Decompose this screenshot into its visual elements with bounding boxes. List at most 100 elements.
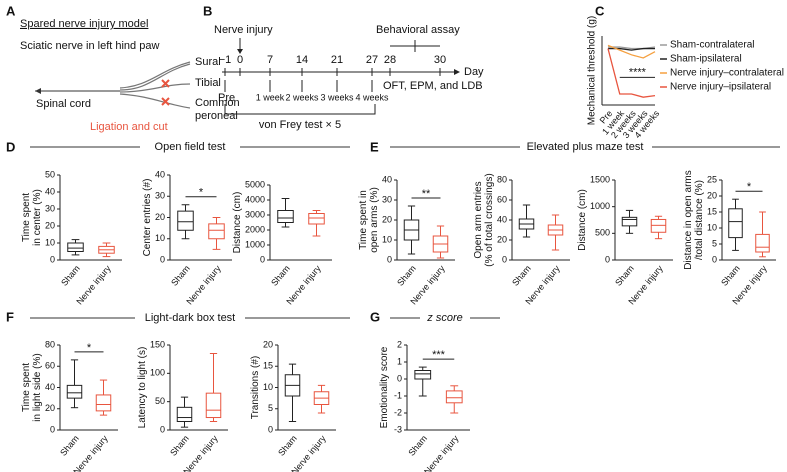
lesion-mark: [161, 79, 170, 106]
y-tick-label: 0: [397, 373, 402, 383]
session-label: 2 weeks: [285, 92, 319, 102]
box: [67, 242, 84, 252]
lesion-label: Ligation and cut: [90, 121, 168, 133]
y-axis-label: in light side (%): [32, 353, 43, 421]
y-tick-label: 150: [150, 339, 165, 349]
y-axis-label: Distance in open arms: [683, 170, 694, 270]
y-tick-label: -3: [394, 424, 402, 434]
y-axis-label: Distance (cm): [232, 192, 243, 254]
section-headers: Open field test Elevated plus maze test …: [30, 141, 780, 324]
y-tick-label: 40: [45, 382, 55, 392]
day-label: 30: [434, 54, 446, 66]
y-tick-label: 60: [497, 194, 507, 204]
von-frey-label: von Frey test × 5: [259, 119, 341, 131]
y-axis-label: /total distance (%): [694, 180, 705, 260]
y-tick-label: 30: [45, 203, 55, 213]
section-title: Elevated plus maze test: [527, 141, 644, 153]
y-tick-label: 15: [707, 206, 717, 216]
y-tick-label: 0: [50, 424, 55, 434]
y-tick-label: 1: [397, 356, 402, 366]
arrow-head: [35, 88, 41, 94]
y-tick-label: 0: [160, 254, 165, 264]
y-axis-label: (% of total crossings): [484, 173, 495, 266]
day-label: 28: [384, 54, 396, 66]
significance-label: *: [747, 181, 752, 193]
y-axis-label: open arms (%): [369, 187, 380, 253]
y-axis-label: Time spent: [21, 193, 32, 242]
legend-label: Nerve injury–contralateral: [670, 68, 784, 79]
y-tick-label: 25: [707, 174, 717, 184]
y-tick-label: 4000: [245, 194, 265, 204]
y-tick-label: 500: [595, 228, 610, 238]
x-tick-label: Sham: [168, 433, 191, 457]
significance-label: **: [422, 188, 431, 200]
box: [650, 218, 667, 233]
session-label: 4 weeks: [355, 92, 389, 102]
tests-label: OFT, EPM, and LDB: [383, 80, 483, 92]
box: [755, 233, 770, 253]
session-bracket: [224, 104, 376, 115]
box: [308, 213, 325, 225]
box: [208, 223, 225, 240]
nerve-label: Common: [195, 97, 240, 109]
y-axis-label: Time spent: [21, 363, 32, 412]
y-tick-label: 20: [497, 234, 507, 244]
nerve-label: Tibial: [195, 77, 221, 89]
y-tick-label: 20: [263, 339, 273, 349]
y-tick-label: 0: [50, 254, 55, 264]
axis-label: Day: [464, 66, 484, 78]
box: [66, 384, 83, 399]
timeline-tick: [224, 68, 441, 76]
panel-label: A: [6, 3, 16, 18]
y-tick-label: -1: [394, 390, 402, 400]
y-axis-label: Distance (cm): [577, 189, 588, 251]
x-tick-label: Sham: [59, 263, 82, 287]
box: [414, 370, 432, 380]
y-axis-label: Transitions (#): [250, 356, 261, 420]
significance-label: ***: [432, 349, 446, 361]
legend-label: Sham-contralateral: [670, 40, 754, 51]
x-tick-label: Sham: [510, 263, 533, 287]
x-tick-label: Sham: [719, 263, 742, 287]
panel-label: D: [6, 139, 15, 154]
box: [95, 394, 112, 412]
y-tick-label: 2: [397, 339, 402, 349]
section-title: z score: [426, 312, 462, 324]
y-tick-label: 30: [155, 191, 165, 201]
y-tick-label: 10: [155, 233, 165, 243]
nerve-branches: [119, 61, 191, 109]
diagram-subtitle: Sciatic nerve in left hind paw: [20, 40, 159, 52]
day-label: 0: [237, 54, 243, 66]
session-label: 3 weeks: [320, 92, 354, 102]
panel-label: E: [370, 139, 379, 154]
y-tick-label: 3000: [245, 209, 265, 219]
y-tick-label: 0: [502, 254, 507, 264]
y-tick-label: 40: [497, 214, 507, 224]
y-tick-label: 20: [45, 403, 55, 413]
y-tick-label: 0: [260, 254, 265, 264]
diagram-title: Spared nerve injury model: [20, 18, 148, 30]
y-tick-label: 100: [150, 368, 165, 378]
timeline: Nerve injury Behavioral assay −1 0 7 14 …: [214, 24, 484, 131]
spinal-label: Spinal cord: [36, 98, 91, 110]
y-tick-label: 40: [155, 169, 165, 179]
series-line: [607, 48, 656, 98]
y-tick-label: 20: [155, 212, 165, 222]
series-line: [607, 44, 656, 59]
day-label: 14: [296, 54, 308, 66]
box: [621, 216, 638, 227]
y-tick-label: 0: [605, 254, 610, 264]
y-tick-label: 10: [382, 234, 392, 244]
y-tick-label: -2: [394, 407, 402, 417]
y-tick-label: 80: [45, 339, 55, 349]
x-tick-label: Sham: [58, 433, 81, 457]
day-label: 27: [366, 54, 378, 66]
y-tick-label: 15: [263, 361, 273, 371]
significance-label: *: [199, 187, 204, 199]
y-tick-label: 5000: [245, 179, 265, 189]
y-tick-label: 20: [45, 220, 55, 230]
session-arrow: [224, 80, 373, 92]
y-tick-label: 0: [712, 254, 717, 264]
y-axis-label: Emotionality score: [379, 346, 390, 428]
panel-label: G: [370, 309, 380, 324]
